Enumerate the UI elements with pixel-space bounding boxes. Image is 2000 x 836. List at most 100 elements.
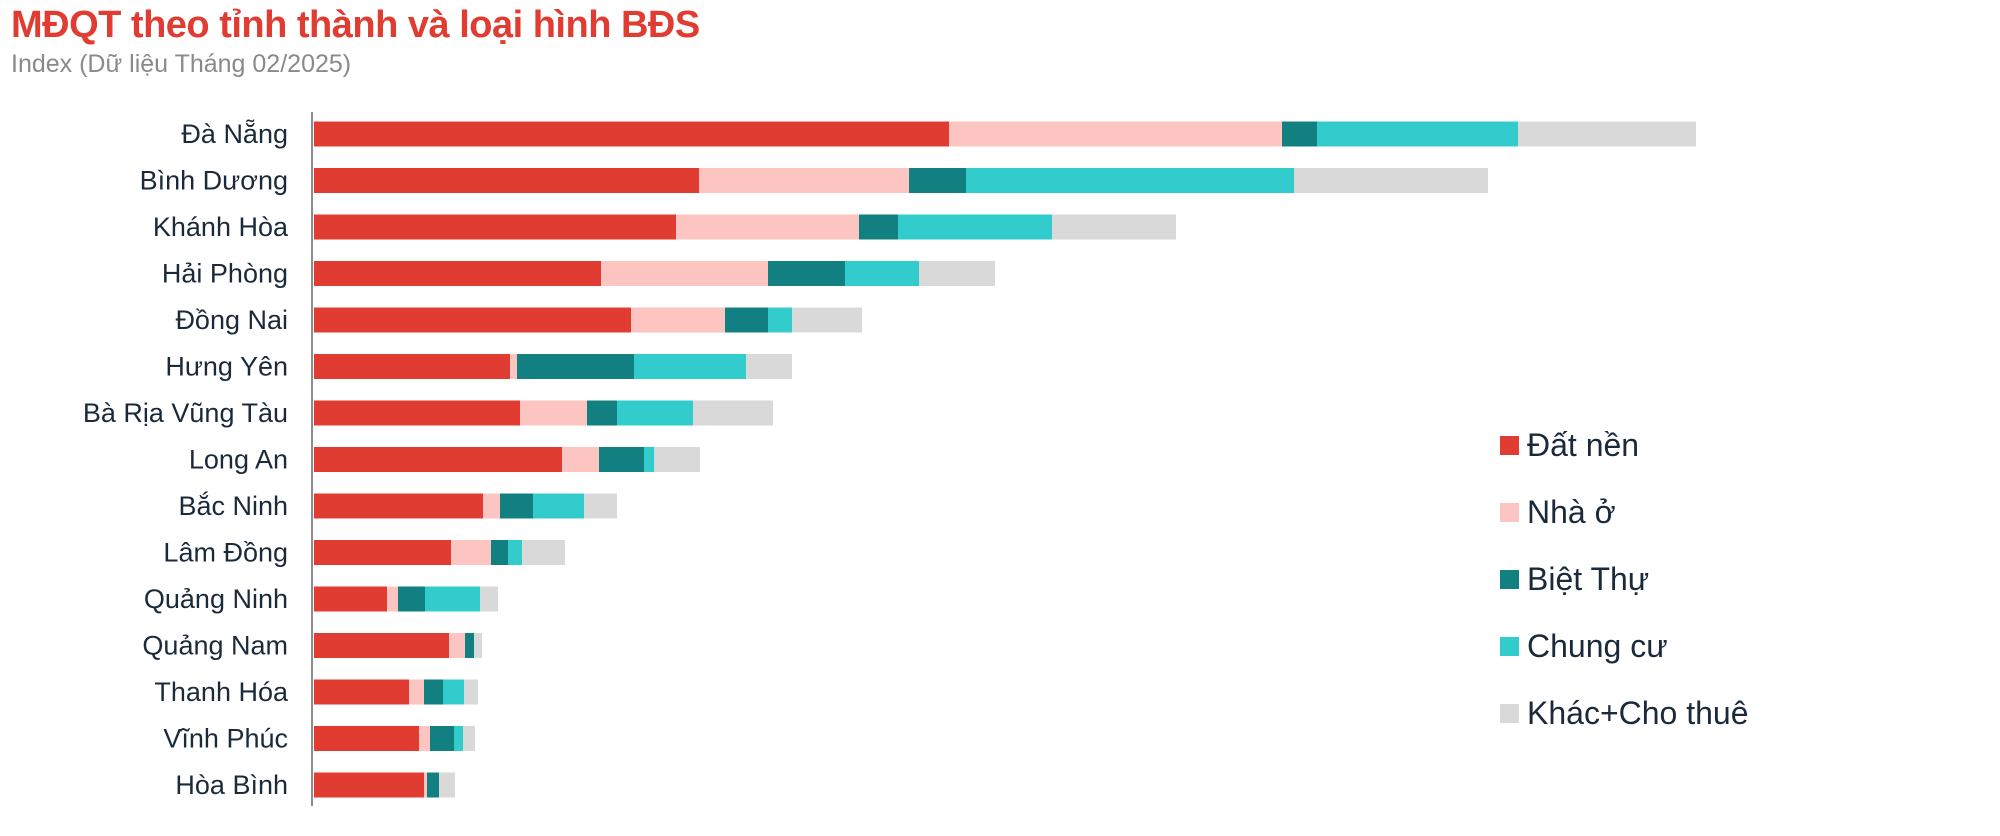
bar-long-an-dat-nen	[314, 447, 562, 472]
legend-swatch-chung-cu	[1500, 637, 1519, 656]
bar-khanh-hoa-nha-o	[676, 214, 859, 240]
bar-da-nang-khac-cho-thue	[1518, 121, 1696, 147]
legend-swatch-nha-o	[1500, 503, 1519, 522]
bar-hung-yen-khac-cho-thue	[746, 354, 792, 379]
bar-da-nang-chung-cu	[1317, 121, 1518, 147]
bar-hai-phong-dat-nen	[314, 261, 601, 286]
bar-lam-dong-khac-cho-thue	[522, 540, 565, 565]
bar-dong-nai-dat-nen	[314, 307, 631, 333]
bar-thanh-hoa-khac-cho-thue	[464, 679, 478, 705]
category-label-hung-yen: Hưng Yên	[165, 352, 288, 382]
bar-dong-nai-khac-cho-thue	[792, 307, 862, 333]
bar-long-an-khac-cho-thue	[654, 447, 700, 472]
bar-binh-duong-nha-o	[699, 168, 909, 193]
bar-binh-duong-dat-nen	[314, 168, 699, 193]
bar-lam-dong-biet-thu	[491, 540, 508, 565]
bar-da-nang-nha-o	[949, 121, 1282, 147]
bar-lam-dong-dat-nen	[314, 540, 451, 565]
bar-da-nang-dat-nen	[314, 121, 949, 147]
bar-khanh-hoa-khac-cho-thue	[1052, 214, 1176, 240]
bar-vinh-phuc-chung-cu	[454, 726, 463, 751]
legend-label-khac-cho-thue: Khác+Cho thuê	[1527, 695, 1749, 731]
bar-vinh-phuc-nha-o	[419, 726, 430, 751]
category-label-hoa-binh: Hòa Bình	[175, 770, 288, 800]
category-label-quang-ninh: Quảng Ninh	[144, 584, 288, 614]
category-label-dong-nai: Đồng Nai	[175, 305, 288, 335]
bar-vinh-phuc-biet-thu	[430, 726, 454, 751]
bar-quang-ninh-chung-cu	[425, 586, 480, 612]
bar-binh-duong-khac-cho-thue	[1294, 168, 1488, 193]
bar-ba-ria-vung-tau-chung-cu	[617, 400, 693, 426]
legend-label-nha-o: Nhà ở	[1527, 494, 1616, 530]
bar-hung-yen-nha-o	[510, 354, 517, 379]
legend-item-nha-o: Nhà ở	[1500, 479, 1749, 546]
bar-quang-ninh-khac-cho-thue	[480, 586, 498, 612]
legend-label-dat-nen: Đất nền	[1527, 427, 1640, 463]
bar-hai-phong-chung-cu	[845, 261, 919, 286]
category-label-lam-dong: Lâm Đồng	[163, 538, 288, 568]
category-label-binh-duong: Bình Dương	[140, 166, 288, 196]
bar-ba-ria-vung-tau-khac-cho-thue	[693, 400, 773, 426]
bar-quang-ninh-biet-thu	[398, 586, 425, 612]
bar-quang-nam-khac-cho-thue	[474, 633, 482, 658]
bar-binh-duong-biet-thu	[909, 168, 966, 193]
bar-thanh-hoa-biet-thu	[424, 679, 443, 705]
legend-label-biet-thu: Biệt Thự	[1527, 561, 1650, 597]
bar-dong-nai-nha-o	[631, 307, 725, 333]
bar-khanh-hoa-biet-thu	[859, 214, 898, 240]
legend-item-chung-cu: Chung cư	[1500, 613, 1749, 680]
bar-thanh-hoa-chung-cu	[443, 679, 464, 705]
bar-ba-ria-vung-tau-dat-nen	[314, 400, 520, 426]
category-label-vinh-phuc: Vĩnh Phúc	[163, 724, 288, 754]
bar-quang-nam-dat-nen	[314, 633, 449, 658]
bar-lam-dong-chung-cu	[508, 540, 522, 565]
legend-item-dat-nen: Đất nền	[1500, 412, 1749, 479]
bar-hung-yen-chung-cu	[634, 354, 746, 379]
bar-ba-ria-vung-tau-biet-thu	[587, 400, 617, 426]
bar-bac-ninh-dat-nen	[314, 493, 483, 519]
bar-vinh-phuc-dat-nen	[314, 726, 419, 751]
bar-hung-yen-biet-thu	[517, 354, 634, 379]
bar-bac-ninh-nha-o	[483, 493, 500, 519]
bar-dong-nai-chung-cu	[768, 307, 792, 333]
chart-subtitle: Index (Dữ liệu Tháng 02/2025)	[11, 50, 352, 78]
legend-swatch-dat-nen	[1500, 436, 1519, 455]
legend-swatch-biet-thu	[1500, 570, 1519, 589]
bar-hai-phong-nha-o	[601, 261, 768, 286]
category-label-khanh-hoa: Khánh Hòa	[153, 212, 289, 242]
category-label-quang-nam: Quảng Nam	[142, 631, 288, 661]
chart-title: MĐQT theo tỉnh thành và loại hình BĐS	[11, 4, 700, 46]
bar-hoa-binh-biet-thu	[427, 772, 439, 798]
bar-hoa-binh-khac-cho-thue	[439, 772, 455, 798]
legend-item-biet-thu: Biệt Thự	[1500, 546, 1749, 613]
bar-lam-dong-nha-o	[451, 540, 491, 565]
bar-quang-ninh-dat-nen	[314, 586, 387, 612]
category-label-long-an: Long An	[189, 445, 288, 475]
bar-long-an-biet-thu	[599, 447, 644, 472]
bar-quang-nam-biet-thu	[465, 633, 474, 658]
category-label-hai-phong: Hải Phòng	[162, 259, 288, 289]
bar-binh-duong-chung-cu	[966, 168, 1294, 193]
bar-hoa-binh-dat-nen	[314, 772, 424, 798]
bar-hai-phong-biet-thu	[768, 261, 845, 286]
bar-quang-ninh-nha-o	[387, 586, 398, 612]
bar-hung-yen-dat-nen	[314, 354, 510, 379]
bar-thanh-hoa-dat-nen	[314, 679, 409, 705]
bar-bac-ninh-biet-thu	[500, 493, 533, 519]
bar-ba-ria-vung-tau-nha-o	[520, 400, 587, 426]
bar-quang-nam-nha-o	[449, 633, 465, 658]
category-label-bac-ninh: Bắc Ninh	[178, 490, 288, 521]
bar-vinh-phuc-khac-cho-thue	[463, 726, 475, 751]
bar-long-an-chung-cu	[644, 447, 654, 472]
category-label-thanh-hoa: Thanh Hóa	[154, 677, 289, 707]
bar-dong-nai-biet-thu	[725, 307, 768, 333]
bar-bac-ninh-khac-cho-thue	[584, 493, 617, 519]
bar-long-an-nha-o	[562, 447, 599, 472]
category-label-ba-ria-vung-tau: Bà Rịa Vũng Tàu	[83, 398, 288, 428]
bar-hoa-binh-nha-o	[424, 772, 427, 798]
bar-khanh-hoa-dat-nen	[314, 214, 676, 240]
legend-item-khac-cho-thue: Khác+Cho thuê	[1500, 680, 1749, 747]
legend-swatch-khac-cho-thue	[1500, 704, 1519, 723]
bar-hai-phong-khac-cho-thue	[919, 261, 995, 286]
